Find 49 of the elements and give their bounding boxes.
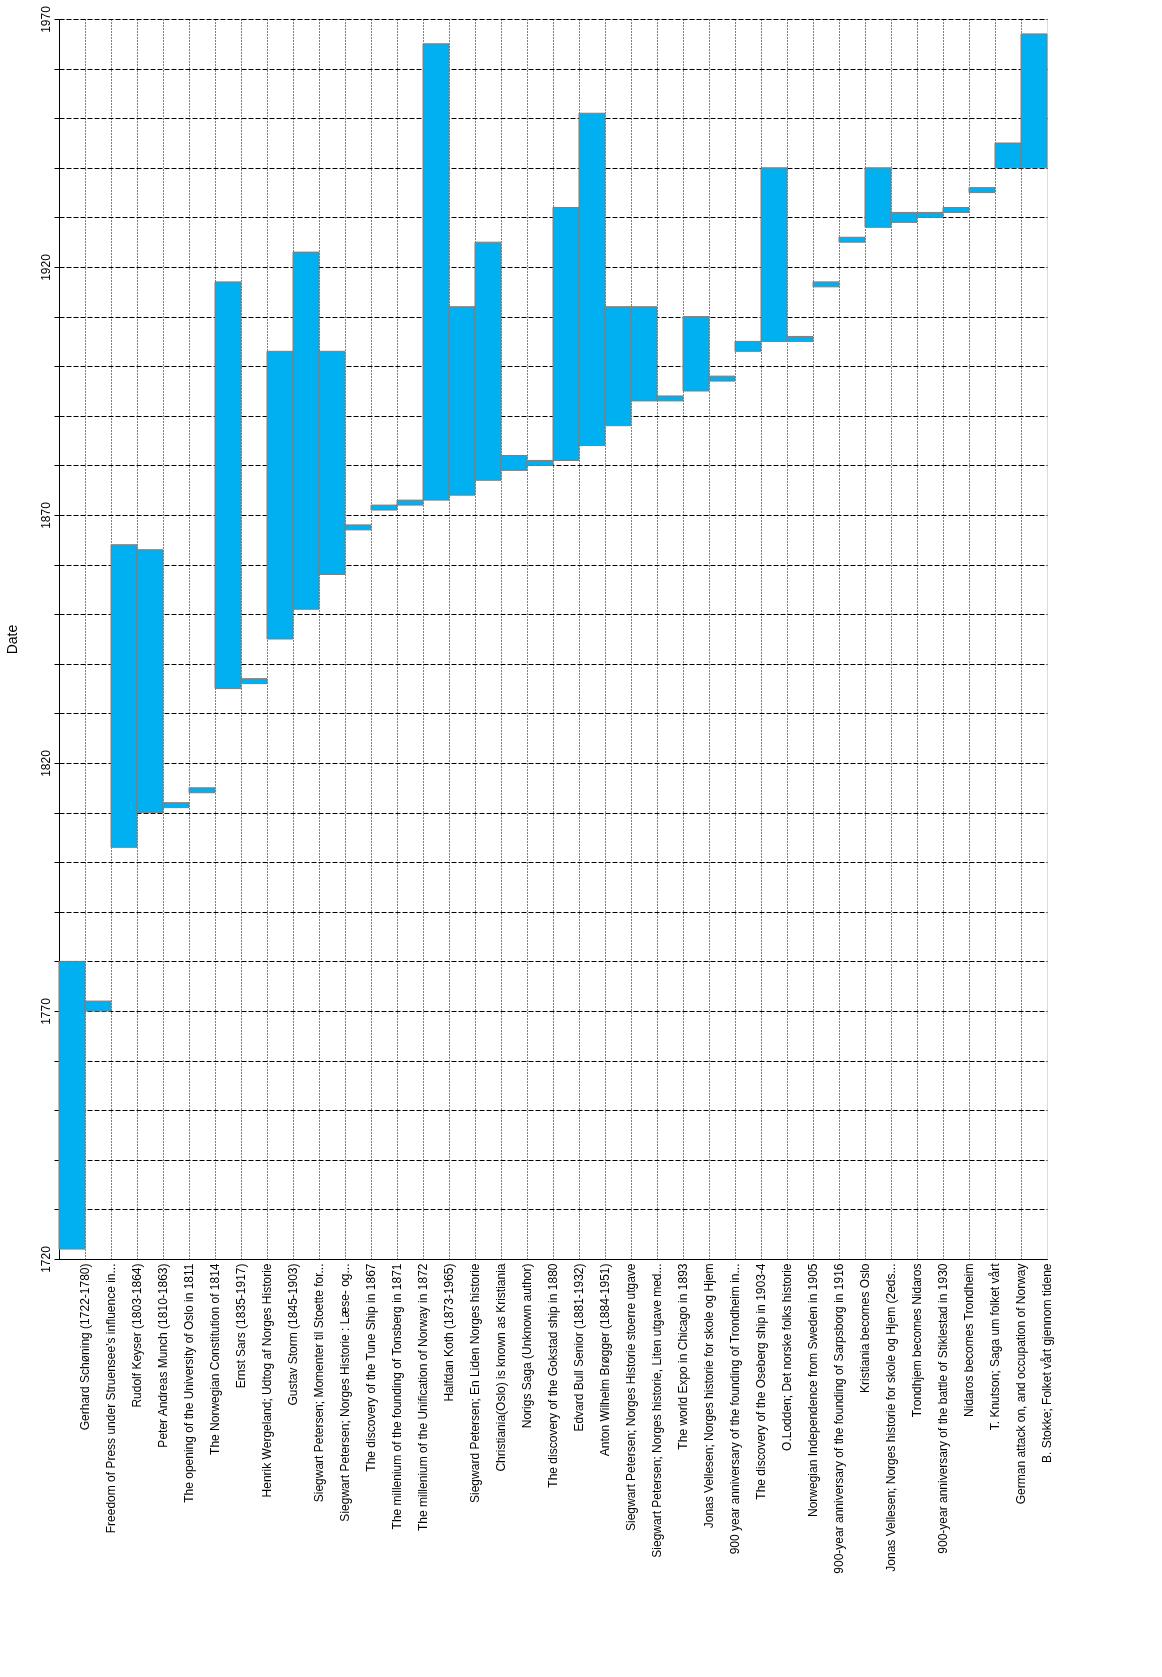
x-tick-label: T. Knutson; Saga um folket vårt bbox=[988, 1262, 1002, 1431]
y-tick-label: 1920 bbox=[38, 253, 53, 281]
x-tick-label: German attack on, and occupation of Norway bbox=[1014, 1263, 1028, 1505]
x-tick-label: Siegward Petersen; En Liden Norges historie bbox=[468, 1263, 482, 1503]
bar bbox=[812, 281, 840, 288]
y-tick-label: 1770 bbox=[38, 997, 53, 1025]
bar bbox=[838, 236, 866, 243]
x-tick-label: Ernst Sars (1835-1917) bbox=[234, 1263, 248, 1389]
x-tick-label: The millenium of the founding of Tonsberg in 1871 bbox=[390, 1263, 404, 1530]
x-tick-label: Siegwart Petersen; Momenter til Stoette for... bbox=[312, 1263, 326, 1503]
x-tick-label: 900-year anniversary of the founding of Sarpsborg in 1916 bbox=[832, 1263, 846, 1574]
x-tick-label: 900-year anniversary of the battle of Stiklestad in 1930 bbox=[936, 1263, 950, 1554]
x-tick-label: Siegwart Petersen; Norges Historie : Læse- og... bbox=[338, 1263, 352, 1522]
x-tick-label: The discovery of the Gokstad ship in 1880 bbox=[546, 1263, 560, 1488]
x-tick-label: Peter Andreas Munch (1810-1863) bbox=[156, 1263, 170, 1448]
y-tick-label: 1970 bbox=[38, 5, 53, 33]
y-tick-label: 1720 bbox=[38, 1245, 53, 1273]
x-tick-label: The opening of the University of Oslo in 1811 bbox=[182, 1263, 196, 1503]
x-tick-label: The millenium of the Unification of Norway in 1872 bbox=[416, 1263, 430, 1531]
x-tick-label: Halfdan Koth (1873-1965) bbox=[442, 1263, 456, 1402]
x-tick-label: The world Expo in Chicago in 1893 bbox=[676, 1263, 690, 1450]
x-tick-label: Trondhjem becomes Nidaros bbox=[910, 1263, 924, 1418]
x-tick-label: The Norwegian Constitution of 1814 bbox=[208, 1263, 222, 1455]
x-tick-label: Norwegian Independence from Sweden in 1905 bbox=[806, 1263, 820, 1518]
y-axis-title: Date bbox=[3, 624, 20, 655]
x-tick-label: Jonas Vellesen; Norges historie for skole og Hjem (2eds... bbox=[884, 1263, 898, 1572]
x-tick-label: Siegwart Petersen; Norges Historie stoerre utgave bbox=[624, 1263, 638, 1531]
x-tick-label: Kristiania becomes Oslo bbox=[858, 1263, 872, 1393]
x-tick-label: Gustav Storm (1845-1903) bbox=[286, 1263, 300, 1406]
x-tick-label: B. Stokke; Folket vårt gjennom tidene bbox=[1040, 1263, 1054, 1463]
x-tick-label: Edvard Bull Senior (1881-1932) bbox=[572, 1263, 586, 1432]
x-tick-label: Siegwart Petersen; Norges historie, Liten utgave med... bbox=[650, 1263, 664, 1558]
x-tick-label: Freedom of Press under Struensee's influence in... bbox=[104, 1263, 118, 1534]
x-tick-label: The discovery of the Tune Ship in 1867 bbox=[364, 1263, 378, 1472]
bar bbox=[968, 187, 996, 194]
bar bbox=[188, 787, 216, 794]
y-tick-label: 1820 bbox=[38, 749, 53, 777]
x-tick-label: Rudolf Keyser (1803-1864) bbox=[130, 1263, 144, 1408]
x-tick-label: Norigs Saga (Unknown author) bbox=[520, 1263, 534, 1429]
x-tick-label: 900 year anniversary of the founding of Trondheim in... bbox=[728, 1263, 742, 1555]
y-tick-label: 1870 bbox=[38, 501, 53, 529]
x-tick-label: Gerhard Schøning (1722-1780) bbox=[78, 1263, 92, 1431]
x-tick-label: Jonas Vellesen; Norges historie for skole og Hjem bbox=[702, 1263, 716, 1529]
x-tick-label: Nidaros becomes Trondheim bbox=[962, 1263, 976, 1417]
x-tick-label: The discovery of the Oseberg ship in 1903-4 bbox=[754, 1263, 768, 1500]
x-tick-label: Anton Wilhelm Brøgger (1884-1951) bbox=[598, 1263, 612, 1457]
x-tick-label: Christiania(Oslo) is known as Kristiania bbox=[494, 1263, 508, 1472]
x-tick-label: Henrik Wergeland; Udtog af Norges Historie bbox=[260, 1263, 274, 1498]
x-tick-label: O.Lodden; Det norske folks historie bbox=[780, 1263, 794, 1451]
